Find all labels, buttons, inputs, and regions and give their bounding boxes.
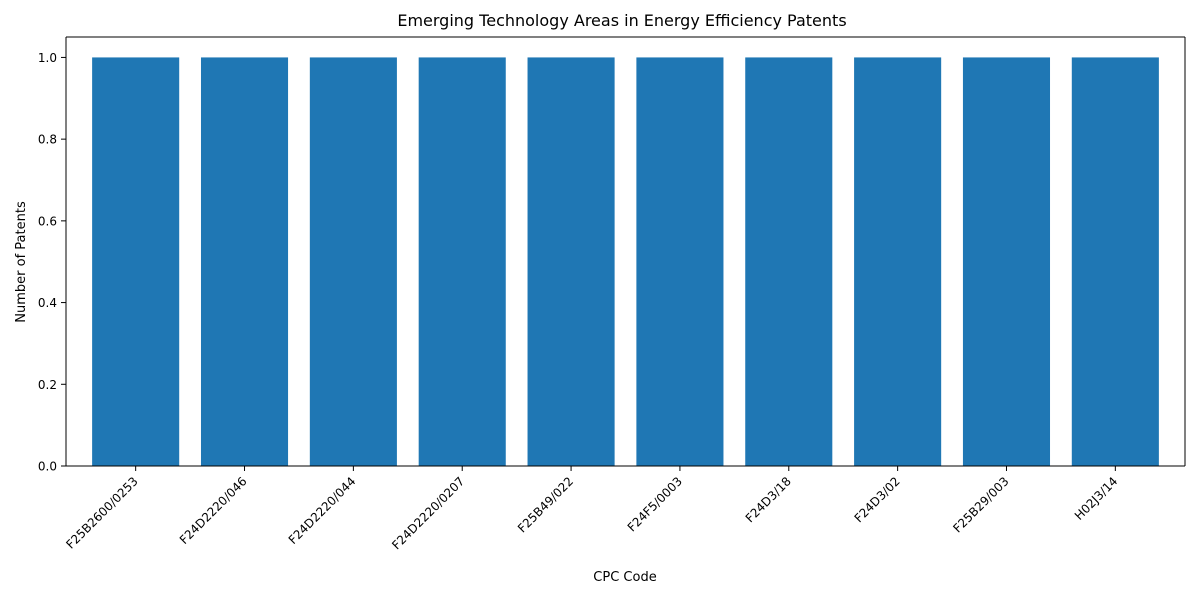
x-tick-label: F24D3/18 <box>743 474 794 525</box>
bar <box>636 57 723 466</box>
x-tick-label: F24D3/02 <box>852 474 903 525</box>
x-axis-label: CPC Code <box>593 570 656 585</box>
bar <box>745 57 832 466</box>
x-tick-label: F25B29/003 <box>950 474 1011 535</box>
x-tick-label: F25B2600/0253 <box>63 474 140 551</box>
bar <box>528 57 615 466</box>
y-tick-label: 0.2 <box>38 378 57 392</box>
x-tick-label: F24D2220/0207 <box>389 474 467 552</box>
x-tick-label: F24D2220/044 <box>286 474 359 547</box>
x-tick-label: H02J3/14 <box>1072 474 1121 523</box>
plot-area: 0.0 0.2 0.4 0.6 0.8 1.0 F25B2600/0253 F24D2220/… <box>38 37 1185 552</box>
y-tick-label: 0.0 <box>38 460 57 474</box>
x-tick-label: F25B49/022 <box>515 474 576 535</box>
y-tick-label: 0.6 <box>38 214 57 228</box>
bar <box>201 57 288 466</box>
chart-title: Emerging Technology Areas in Energy Effi… <box>397 11 846 30</box>
y-tick-label: 0.8 <box>38 133 57 147</box>
bar <box>419 57 506 466</box>
x-tick-label: F24D2220/046 <box>177 474 250 547</box>
x-tick-label: F24F5/0003 <box>625 474 685 534</box>
y-axis-label: Number of Patents <box>14 201 29 323</box>
y-tick-label: 1.0 <box>38 51 57 65</box>
bar <box>310 57 397 466</box>
bar <box>854 57 941 466</box>
bar <box>92 57 179 466</box>
y-tick-label: 0.4 <box>38 296 57 310</box>
bar <box>963 57 1050 466</box>
bar <box>1072 57 1159 466</box>
